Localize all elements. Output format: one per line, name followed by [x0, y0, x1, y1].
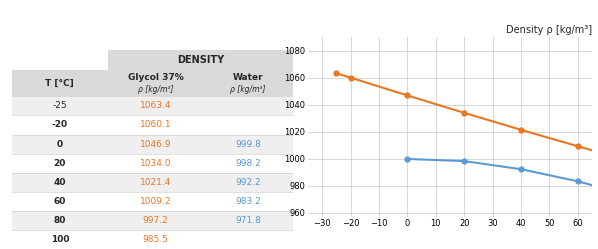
Text: 983.2: 983.2 — [235, 197, 261, 206]
Text: 971.8: 971.8 — [235, 216, 261, 225]
Text: 60: 60 — [54, 197, 66, 206]
FancyBboxPatch shape — [12, 154, 293, 173]
FancyBboxPatch shape — [12, 173, 293, 192]
FancyBboxPatch shape — [12, 96, 293, 116]
FancyBboxPatch shape — [12, 116, 293, 134]
Text: 992.2: 992.2 — [236, 178, 261, 187]
Text: 997.2: 997.2 — [142, 216, 169, 225]
Text: Density ρ [kg/m³]: Density ρ [kg/m³] — [506, 25, 592, 35]
FancyBboxPatch shape — [108, 50, 293, 70]
Text: 100: 100 — [51, 235, 69, 244]
Text: Glycol 37%: Glycol 37% — [127, 73, 184, 82]
Text: 1021.4: 1021.4 — [140, 178, 171, 187]
Text: 1034.0: 1034.0 — [140, 159, 171, 168]
Text: 1060.1: 1060.1 — [140, 121, 171, 129]
FancyBboxPatch shape — [12, 192, 293, 211]
Text: -20: -20 — [52, 121, 68, 129]
Text: 1009.2: 1009.2 — [140, 197, 171, 206]
Text: ρ [kg/m³]: ρ [kg/m³] — [230, 85, 266, 94]
FancyBboxPatch shape — [12, 230, 293, 249]
Text: 998.2: 998.2 — [235, 159, 261, 168]
Text: ρ [kg/m³]: ρ [kg/m³] — [138, 85, 173, 94]
FancyBboxPatch shape — [12, 134, 293, 154]
FancyBboxPatch shape — [108, 70, 203, 96]
Text: Water: Water — [233, 73, 264, 82]
Text: T [°C]: T [°C] — [45, 79, 74, 88]
Text: 1046.9: 1046.9 — [140, 139, 171, 149]
Text: -25: -25 — [53, 101, 67, 110]
FancyBboxPatch shape — [12, 211, 293, 230]
Text: 80: 80 — [54, 216, 66, 225]
FancyBboxPatch shape — [203, 70, 293, 96]
Text: 999.8: 999.8 — [235, 139, 261, 149]
Text: 0: 0 — [57, 139, 63, 149]
Text: 985.5: 985.5 — [142, 235, 169, 244]
Text: DENSITY: DENSITY — [177, 55, 224, 65]
Text: 1063.4: 1063.4 — [140, 101, 171, 110]
Text: 20: 20 — [54, 159, 66, 168]
Text: 40: 40 — [54, 178, 66, 187]
FancyBboxPatch shape — [12, 70, 108, 96]
